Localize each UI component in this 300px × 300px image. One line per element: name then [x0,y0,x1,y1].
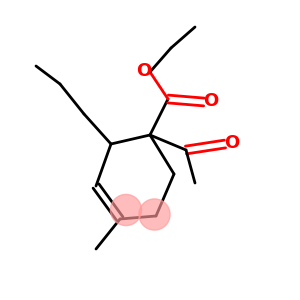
Text: O: O [203,92,218,110]
Circle shape [139,199,170,230]
Circle shape [110,194,142,226]
Text: O: O [224,134,239,152]
Text: O: O [136,62,152,80]
